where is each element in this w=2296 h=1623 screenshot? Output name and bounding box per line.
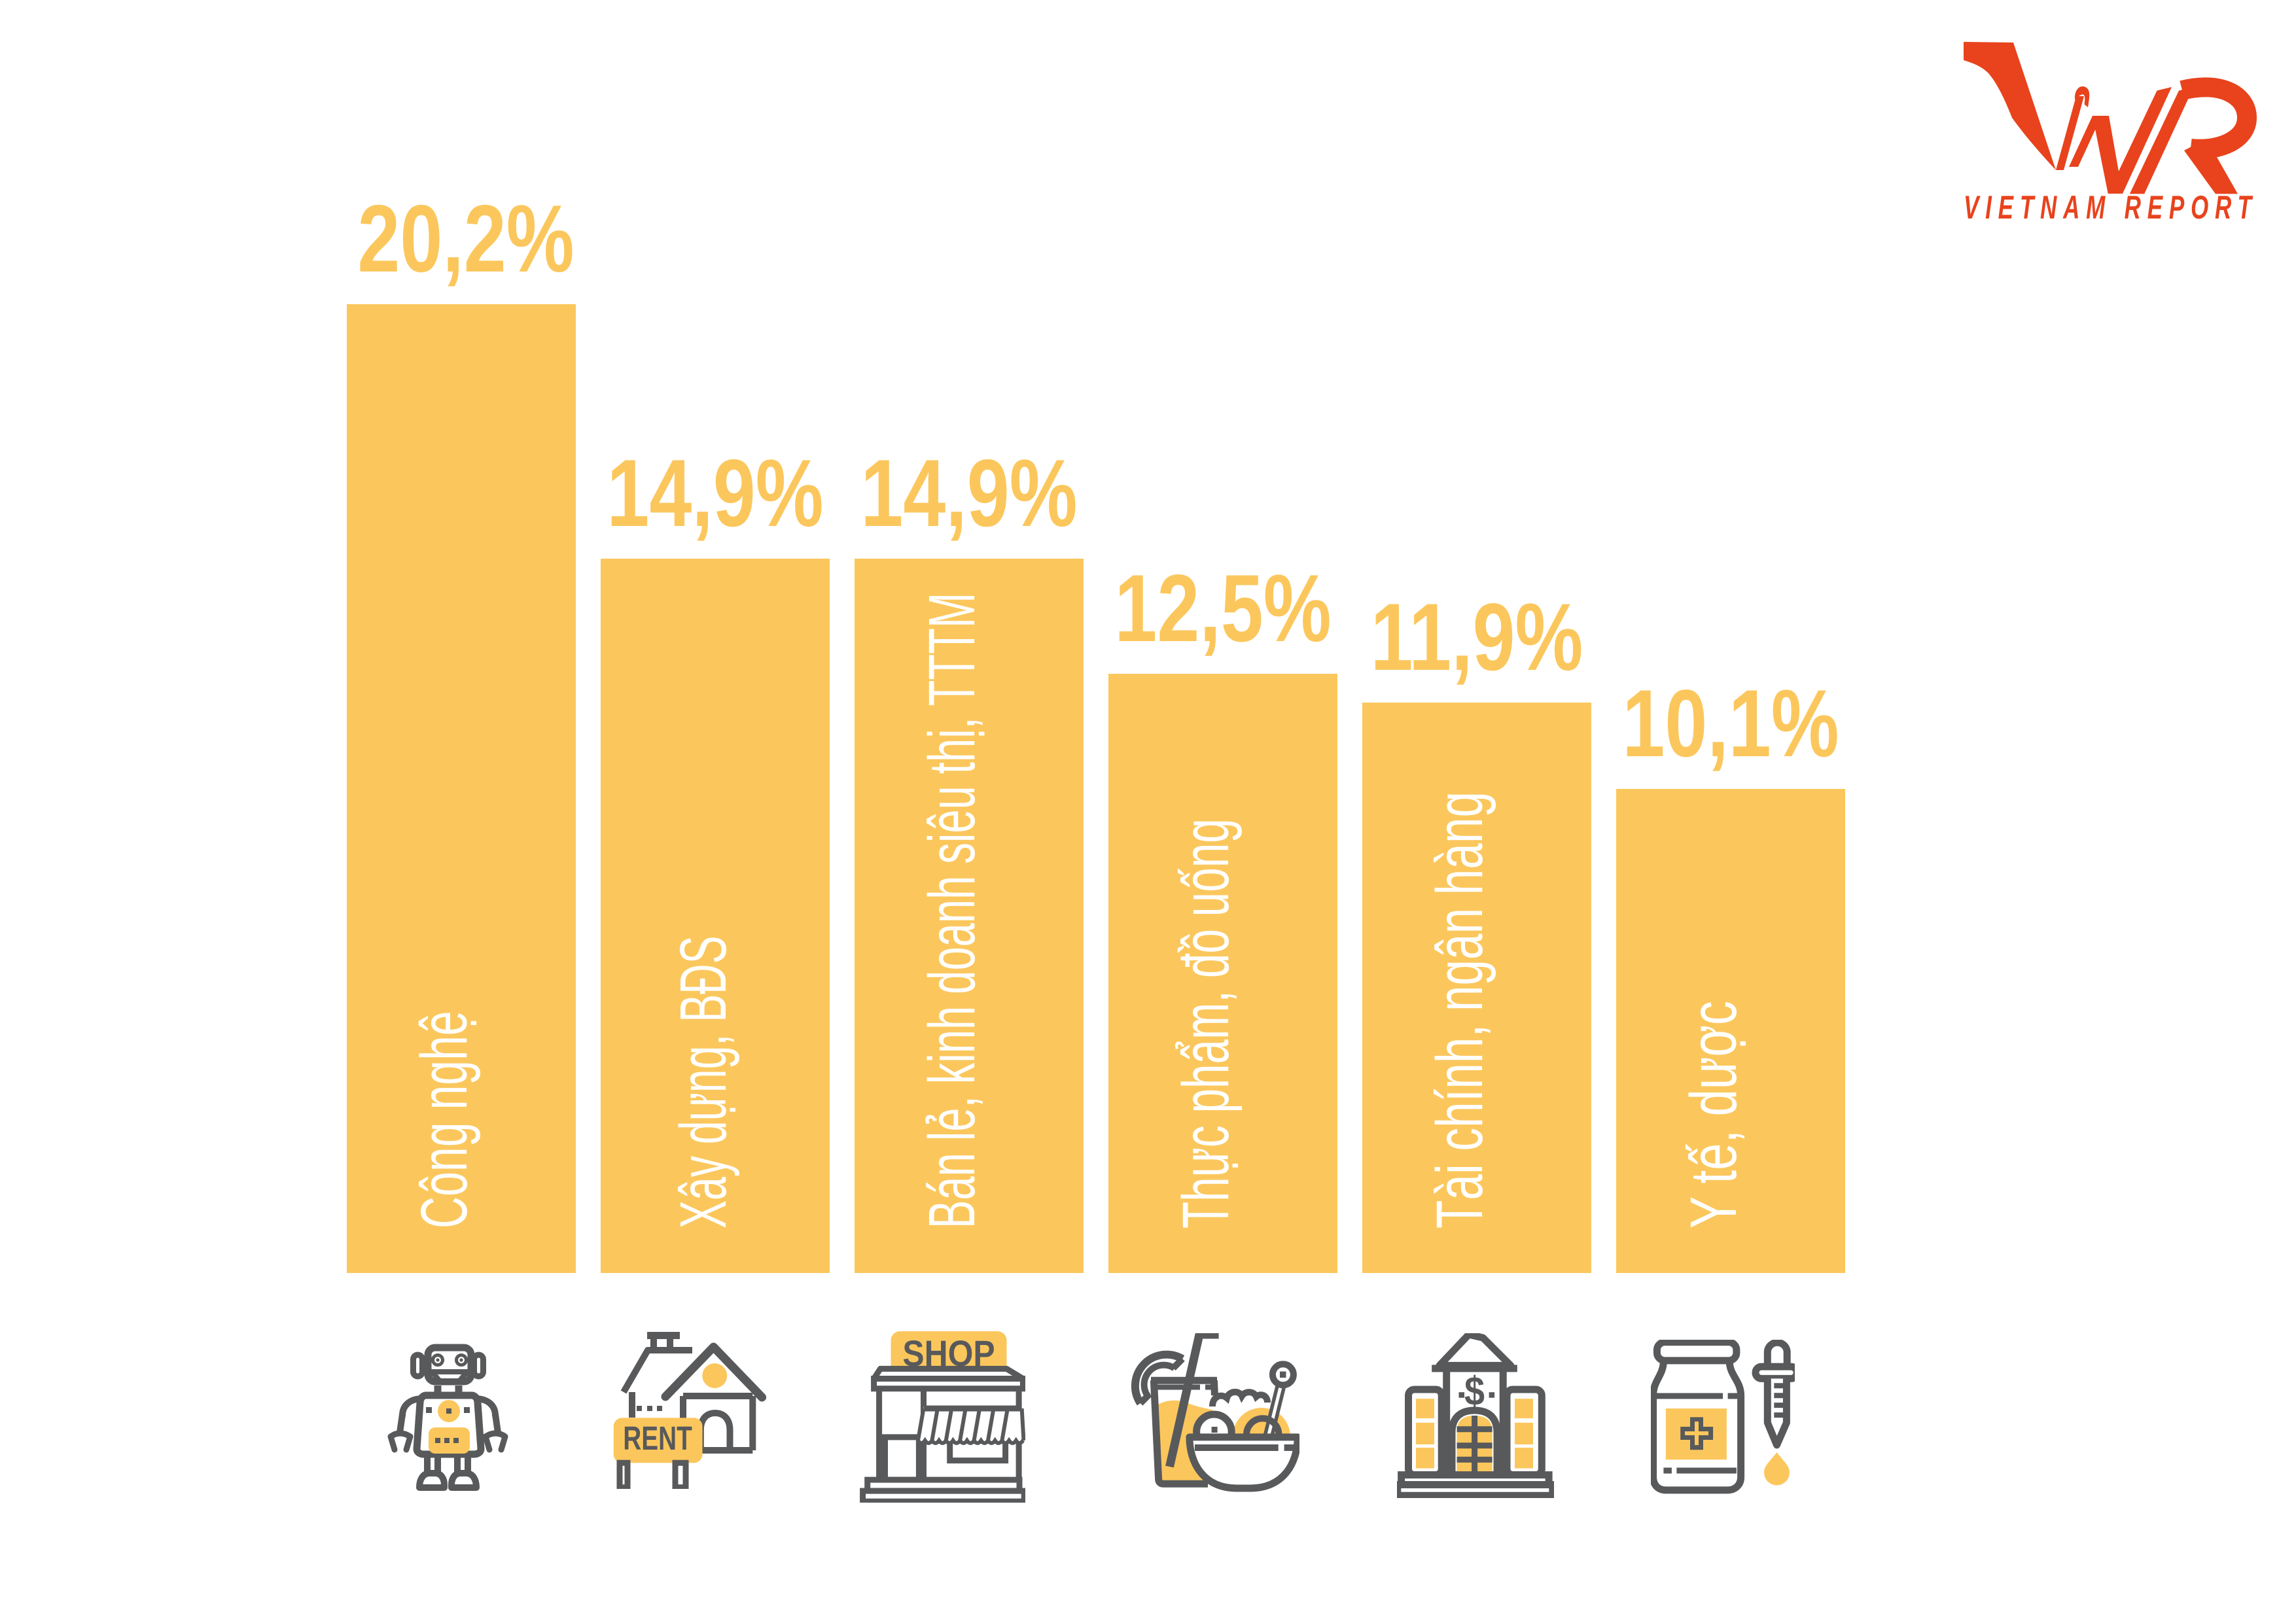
svg-text:RENT: RENT	[623, 1420, 692, 1457]
svg-text:$: $	[1464, 1369, 1485, 1414]
